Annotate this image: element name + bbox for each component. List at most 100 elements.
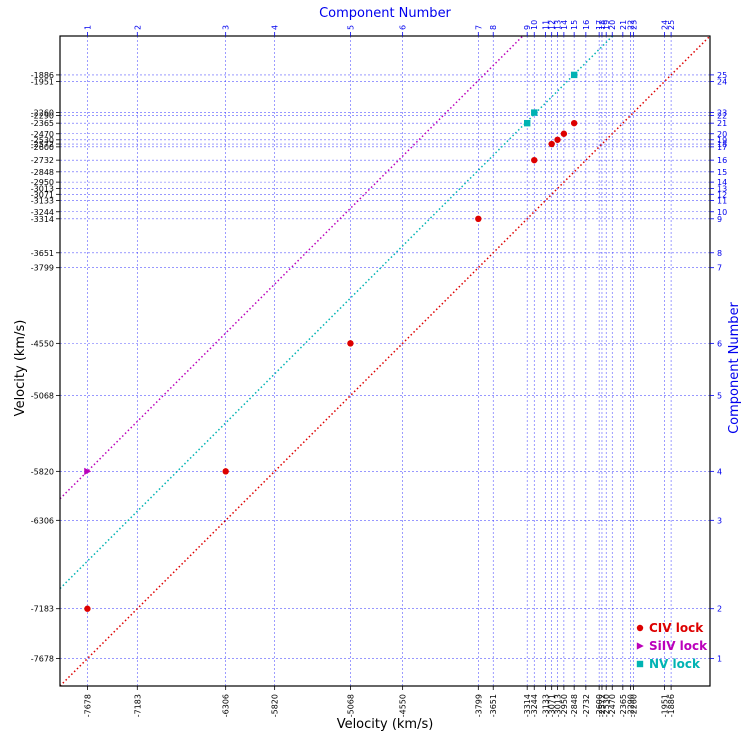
right-tick-label: 17 [717, 143, 727, 152]
x-tick-label: -2365 [619, 694, 628, 717]
y-tick-label: -7183 [31, 605, 54, 614]
y-tick-label: -2470 [31, 130, 54, 139]
top-tick-label: 24 [661, 20, 670, 30]
y-tick-label: -2530 [31, 136, 54, 145]
data-point [548, 140, 555, 148]
data-point [531, 109, 538, 116]
right-tick-label: 18 [717, 140, 727, 149]
x-tick-label: -2848 [570, 694, 579, 717]
top-tick-label: 14 [560, 20, 569, 30]
x-tick-label: -3651 [489, 694, 498, 717]
x-tick-label: -6306 [222, 694, 231, 717]
y-tick-label: -3013 [31, 184, 54, 193]
right-tick-label: 16 [717, 156, 727, 165]
data-point [531, 156, 538, 164]
top-tick-label: 2 [133, 25, 142, 30]
right-tick-label: 21 [717, 119, 727, 128]
data-point [347, 340, 354, 347]
right-tick-label: 3 [717, 516, 722, 525]
y-tick-label: -3314 [31, 215, 54, 224]
x-tick-label: -3133 [541, 694, 550, 717]
y-tick-label: -3133 [31, 197, 54, 206]
top-tick-label: 10 [530, 20, 539, 30]
y-tick-label: -1951 [31, 77, 54, 86]
y-tick-label: -5068 [31, 392, 54, 401]
top-tick-label: 8 [489, 25, 498, 30]
right-tick-label: 5 [717, 392, 722, 401]
x-tick-label: -3013 [554, 694, 563, 717]
y-tick-label: -5820 [31, 467, 54, 476]
y-tick-label: -3651 [31, 249, 54, 258]
y-tick-label: -2290 [31, 112, 54, 121]
x-tick-label: -7678 [83, 694, 92, 717]
legend-entry-label: NV lock [649, 657, 701, 671]
y-tick-label: -4550 [31, 339, 54, 348]
data-point [554, 136, 561, 143]
x-tick-label: -2470 [608, 694, 617, 717]
top-tick-label: 22 [626, 20, 635, 30]
right-tick-label: 20 [717, 130, 727, 139]
top-tick-label: 16 [582, 20, 591, 30]
y-tick-label: -2260 [31, 109, 54, 118]
right-tick-label: 19 [717, 136, 727, 145]
x-tick-label: -1886 [667, 694, 676, 717]
top-tick-label: 25 [667, 20, 676, 30]
x-tick-label: -1951 [661, 694, 670, 717]
right-tick-label: 14 [717, 178, 727, 187]
top-tick-label: 6 [399, 25, 408, 30]
x-axis-label: Velocity (km/s) [337, 717, 434, 732]
top-tick-label: 18 [598, 20, 607, 30]
x-tick-label: -2732 [582, 694, 591, 717]
plot-frame [59, 35, 711, 687]
legend-entry-label: CIV lock [649, 621, 704, 635]
top-tick-label: 20 [608, 20, 617, 30]
y-tick-label: -2365 [31, 119, 54, 128]
top-tick-label: 21 [619, 20, 628, 30]
x-tick-label: -3314 [523, 694, 532, 717]
x-tick-label: -2572 [598, 694, 607, 717]
y-tick-label: -7678 [31, 655, 54, 664]
right-tick-label: 9 [717, 215, 722, 224]
legend: CIV lock SiIV lock NV lock [636, 621, 708, 671]
data-point [636, 660, 644, 668]
y-tick-label: -2600 [31, 143, 54, 152]
y-tick-label: -6306 [31, 516, 54, 525]
right-tick-label: 24 [717, 77, 727, 86]
series-lines [59, 35, 711, 687]
y-tick-label: -3244 [31, 208, 54, 217]
right-tick-label: 11 [717, 197, 727, 206]
top-tick-label: 9 [523, 25, 532, 30]
right-tick-label: 15 [717, 168, 727, 177]
x-tick-label: -7183 [133, 694, 142, 717]
data-points [84, 71, 578, 612]
x-tick-label: -3244 [530, 694, 539, 717]
data-point [523, 119, 531, 127]
data-point [636, 624, 644, 632]
top-tick-label: 11 [541, 20, 550, 30]
top-tick-label: 17 [595, 20, 604, 30]
top-tick-label: 19 [602, 20, 611, 30]
x-tick-label: -3799 [474, 694, 483, 717]
right-tick-label: 1 [717, 655, 722, 664]
x-tick-label: -5068 [346, 694, 355, 717]
data-point [222, 468, 229, 475]
right-tick-label: 10 [717, 208, 727, 217]
right-tick-label: 8 [717, 249, 722, 258]
legend-entry-label: SiIV lock [649, 639, 708, 653]
data-point [84, 467, 92, 475]
y-tick-label: -2848 [31, 168, 54, 177]
top-tick-label: 12 [548, 20, 557, 30]
y-tick-label: -3799 [31, 264, 54, 273]
x-tick-label: -2290 [626, 694, 635, 717]
data-point [560, 130, 568, 137]
data-point [84, 605, 91, 612]
top-axis-title: Component Number [319, 6, 451, 21]
y-axis-label: Velocity (km/s) [13, 320, 28, 417]
data-point [475, 215, 482, 223]
data-point [570, 119, 578, 127]
top-tick-label: 7 [474, 25, 483, 30]
y-tick-label: -2572 [31, 140, 54, 149]
y-tick-label: -2732 [31, 156, 54, 165]
